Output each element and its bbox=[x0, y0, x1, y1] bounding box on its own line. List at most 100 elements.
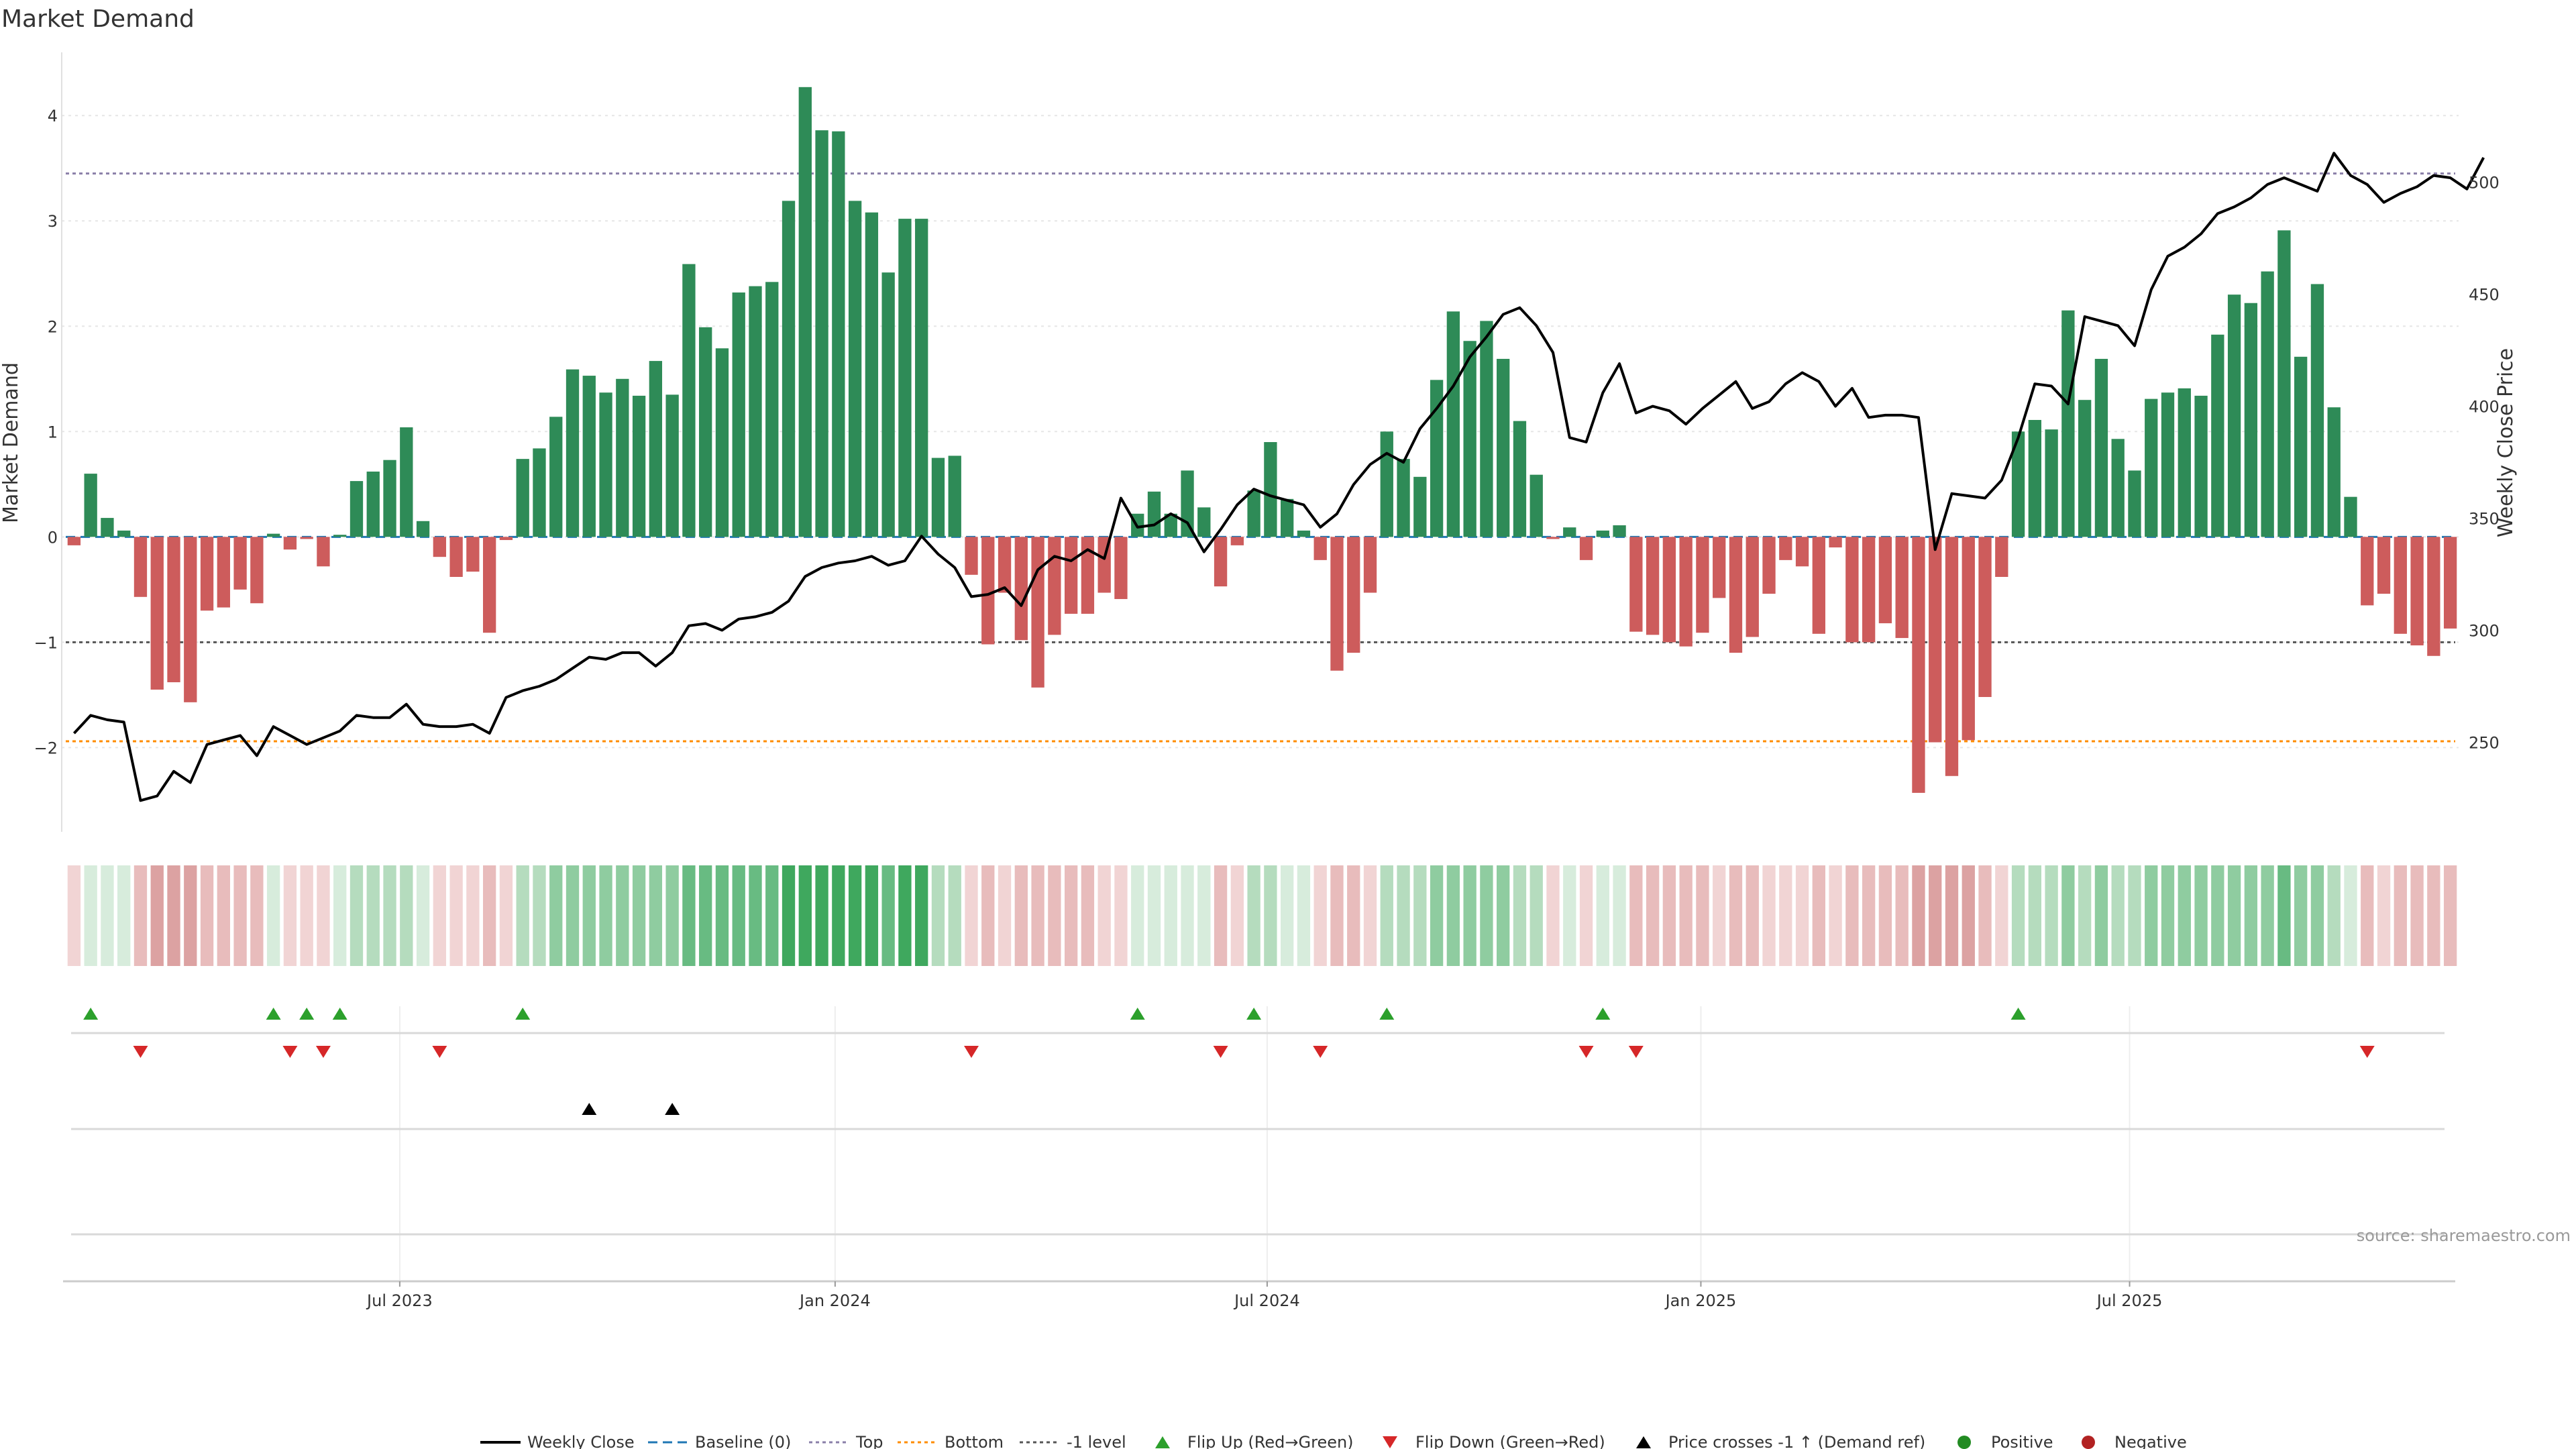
demand-bar-negative bbox=[1895, 537, 1909, 639]
heat-cell-positive bbox=[533, 865, 546, 966]
heat-cell-negative bbox=[2361, 865, 2374, 966]
legend-price-cross-icon bbox=[1636, 1436, 1651, 1448]
demand-bar-negative bbox=[1363, 537, 1377, 593]
y-tick-label: 3 bbox=[48, 212, 58, 231]
demand-bar-positive bbox=[1497, 358, 1510, 537]
heat-cell-negative bbox=[965, 865, 978, 966]
heat-cell-positive bbox=[1247, 865, 1260, 966]
heat-cell-positive bbox=[782, 865, 796, 966]
demand-bar-negative bbox=[2394, 537, 2407, 634]
heat-cell-negative bbox=[217, 865, 230, 966]
heat-cell-negative bbox=[1829, 865, 1842, 966]
demand-bar-positive bbox=[1380, 431, 1393, 537]
heat-cell-positive bbox=[616, 865, 629, 966]
demand-bar-negative bbox=[1845, 537, 1859, 643]
y2-tick-label: 350 bbox=[2469, 510, 2500, 529]
demand-bar-positive bbox=[582, 376, 596, 537]
demand-bar-negative bbox=[1795, 537, 1809, 567]
heat-cell-negative bbox=[1347, 865, 1360, 966]
demand-bar-positive bbox=[665, 394, 679, 537]
demand-bar-positive bbox=[1480, 321, 1493, 537]
heat-cell-positive bbox=[400, 865, 413, 966]
demand-bar-positive bbox=[765, 282, 779, 537]
heat-cell-positive bbox=[1596, 865, 1609, 966]
heat-cell-negative bbox=[499, 865, 513, 966]
heat-cell-positive bbox=[333, 865, 347, 966]
demand-bar-negative bbox=[1962, 537, 1975, 741]
y-tick-label: 2 bbox=[48, 317, 58, 336]
heat-cell-positive bbox=[1513, 865, 1527, 966]
y2-tick-label: 500 bbox=[2469, 174, 2500, 193]
heat-cell-positive bbox=[1613, 865, 1626, 966]
demand-bar-positive bbox=[1147, 491, 1161, 537]
demand-bar-negative bbox=[1696, 537, 1709, 633]
demand-bar-positive bbox=[2111, 439, 2125, 537]
demand-bar-positive bbox=[732, 292, 745, 537]
demand-bar-negative bbox=[1829, 537, 1842, 548]
demand-bar-negative bbox=[1978, 537, 1992, 698]
heat-cell-positive bbox=[266, 865, 280, 966]
heat-cell-positive bbox=[1181, 865, 1194, 966]
flip-up-marker bbox=[83, 1008, 99, 1020]
demand-bar-negative bbox=[1347, 537, 1360, 653]
demand-bar-negative bbox=[1862, 537, 1876, 643]
demand-bar-positive bbox=[682, 264, 696, 537]
heat-cell-positive bbox=[2211, 865, 2224, 966]
heat-cell-negative bbox=[998, 865, 1012, 966]
heat-cell-negative bbox=[433, 865, 447, 966]
heat-cell-positive bbox=[948, 865, 961, 966]
heat-cell-negative bbox=[1779, 865, 1792, 966]
heat-cell-positive bbox=[1197, 865, 1211, 966]
demand-bar-positive bbox=[350, 481, 364, 537]
x-tick-label: Jul 2024 bbox=[1233, 1291, 1300, 1310]
flip-up-marker bbox=[515, 1008, 531, 1020]
heat-cell-negative bbox=[1995, 865, 2008, 966]
demand-bar-negative bbox=[1995, 537, 2008, 577]
heat-cell-negative bbox=[250, 865, 264, 966]
demand-bar-positive bbox=[1164, 513, 1177, 537]
heat-cell-negative bbox=[1031, 865, 1044, 966]
demand-bar-negative bbox=[1929, 537, 1942, 743]
heat-cell-positive bbox=[1297, 865, 1311, 966]
heat-cell-positive bbox=[1131, 865, 1144, 966]
heat-cell-positive bbox=[1413, 865, 1427, 966]
demand-bar-negative bbox=[150, 537, 164, 690]
demand-bar-negative bbox=[233, 537, 247, 590]
heat-cell-negative bbox=[1845, 865, 1859, 966]
flip-up-marker bbox=[299, 1008, 315, 1020]
heat-cell-negative bbox=[449, 865, 463, 966]
demand-bar-positive bbox=[931, 458, 945, 537]
demand-bar-positive bbox=[649, 361, 663, 537]
demand-bar-positive bbox=[383, 460, 396, 537]
heat-cell-negative bbox=[1862, 865, 1876, 966]
demand-bar-negative bbox=[317, 537, 330, 567]
y2-tick-label: 400 bbox=[2469, 398, 2500, 417]
heat-cell-positive bbox=[632, 865, 646, 966]
legend-minus-one-label: -1 level bbox=[1067, 1433, 1126, 1449]
y-axis-label: Market Demand bbox=[0, 362, 23, 523]
heat-cell-negative bbox=[1048, 865, 1061, 966]
demand-bar-negative bbox=[1629, 537, 1643, 632]
flip-up-marker bbox=[1130, 1008, 1145, 1020]
flip-down-marker bbox=[2359, 1046, 2375, 1058]
heat-cell-negative bbox=[2394, 865, 2407, 966]
heat-cell-positive bbox=[931, 865, 945, 966]
heat-cell-positive bbox=[1430, 865, 1444, 966]
demand-bar-positive bbox=[749, 286, 762, 537]
demand-bar-positive bbox=[2261, 271, 2274, 537]
heat-cell-positive bbox=[1446, 865, 1460, 966]
demand-bar-positive bbox=[2327, 407, 2341, 537]
demand-bar-positive bbox=[948, 455, 961, 537]
demand-bar-positive bbox=[566, 369, 580, 537]
heat-cell-positive bbox=[566, 865, 580, 966]
legend-price-cross-label: Price crosses -1 ↑ (Demand ref) bbox=[1668, 1433, 1925, 1449]
demand-bar-negative bbox=[1214, 537, 1228, 587]
demand-bar-negative bbox=[1114, 537, 1128, 599]
heat-cell-positive bbox=[2128, 865, 2141, 966]
heat-cell-positive bbox=[350, 865, 364, 966]
y2-tick-label: 250 bbox=[2469, 733, 2500, 752]
heat-cell-positive bbox=[2045, 865, 2058, 966]
demand-bar-negative bbox=[67, 537, 81, 545]
heat-cell-negative bbox=[1729, 865, 1743, 966]
legend-positive-label: Positive bbox=[1991, 1433, 2053, 1449]
